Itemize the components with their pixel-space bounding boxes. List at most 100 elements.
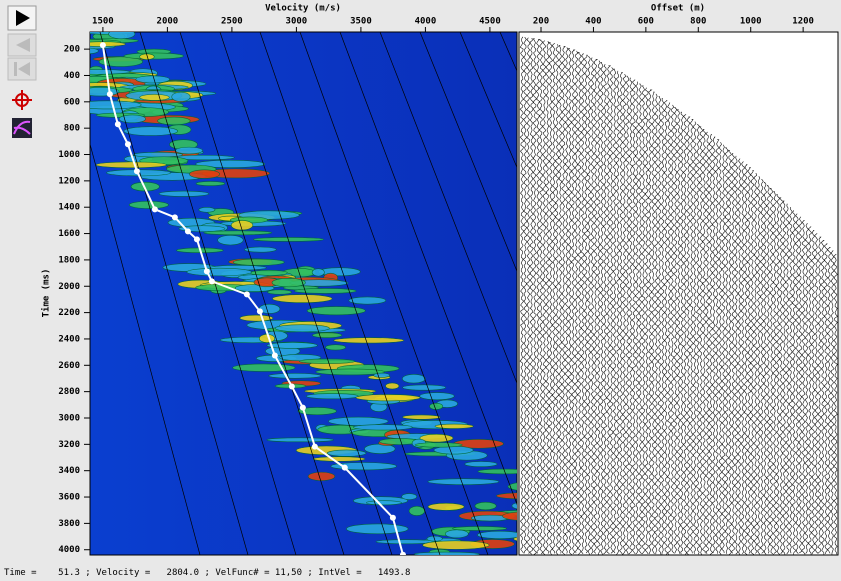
semblance-blob bbox=[415, 443, 462, 448]
semblance-blob bbox=[349, 297, 386, 304]
semblance-blob bbox=[308, 472, 335, 481]
status-bar: Time = 51.3 ; Velocity = 2804.0 ; VelFun… bbox=[4, 568, 410, 578]
offset-axis-title: Offset (m) bbox=[651, 4, 705, 14]
time-tick-label: 400 bbox=[64, 71, 80, 81]
velocity-pick bbox=[185, 228, 191, 234]
semblance-blob bbox=[402, 374, 425, 383]
semblance-blob bbox=[366, 501, 401, 505]
semblance-blob bbox=[259, 334, 274, 342]
semblance-blob bbox=[428, 503, 464, 510]
semblance-blob bbox=[453, 526, 507, 530]
semblance-blob bbox=[430, 403, 443, 409]
semblance-blob bbox=[445, 530, 468, 538]
semblance-blob bbox=[402, 415, 440, 419]
velocity-pick bbox=[244, 291, 250, 297]
semblance-blob bbox=[187, 268, 252, 276]
velocity-tick-label: 1500 bbox=[92, 17, 114, 27]
semblance-blob bbox=[240, 315, 273, 321]
semblance-blob bbox=[231, 220, 253, 230]
semblance-blob bbox=[420, 393, 455, 400]
time-tick-label: 3800 bbox=[58, 519, 80, 529]
time-tick-label: 2200 bbox=[58, 308, 80, 318]
semblance-blob bbox=[96, 162, 166, 168]
semblance-blob bbox=[196, 181, 225, 185]
velocity-pick bbox=[209, 278, 215, 284]
semblance-blob bbox=[218, 235, 244, 245]
time-tick-label: 1600 bbox=[58, 229, 80, 239]
semblance-blob bbox=[312, 333, 342, 338]
time-tick-label: 2000 bbox=[58, 282, 80, 292]
velocity-pick bbox=[204, 268, 210, 274]
app-window: Velocity (m/s) Offset (m) Time (ms) 200 4… bbox=[0, 0, 841, 581]
semblance-blob bbox=[402, 494, 417, 500]
semblance-blob bbox=[158, 117, 191, 125]
semblance-blob bbox=[318, 268, 360, 276]
offset-tick-label: 800 bbox=[690, 17, 706, 27]
time-tick-label: 3200 bbox=[58, 440, 80, 450]
semblance-blob bbox=[272, 295, 332, 303]
velocity-pick bbox=[257, 308, 263, 314]
velocity-pick bbox=[134, 168, 140, 174]
velocity-pick bbox=[152, 206, 158, 212]
semblance-blob bbox=[313, 457, 365, 462]
velocity-axis-title: Velocity (m/s) bbox=[265, 3, 341, 14]
semblance-blob bbox=[409, 506, 425, 515]
offset-tick-label: 1200 bbox=[792, 17, 814, 27]
time-tick-label: 1000 bbox=[58, 150, 80, 160]
time-tick-label: 2600 bbox=[58, 361, 80, 371]
semblance-blob bbox=[475, 502, 496, 510]
time-tick-label: 600 bbox=[64, 97, 80, 107]
semblance-blob bbox=[299, 359, 355, 364]
velocity-pick bbox=[172, 214, 178, 220]
semblance-blob bbox=[346, 524, 408, 534]
velocity-pick bbox=[312, 444, 318, 450]
semblance-blob bbox=[175, 147, 202, 154]
semblance-blob bbox=[312, 269, 324, 276]
semblance-blob bbox=[402, 385, 445, 390]
time-tick-label: 1800 bbox=[58, 255, 80, 265]
velocity-pick bbox=[300, 405, 306, 411]
semblance-blob bbox=[465, 461, 497, 466]
semblance-blob bbox=[267, 290, 291, 294]
velocity-pick bbox=[390, 515, 396, 521]
semblance-blob bbox=[119, 115, 146, 123]
velocity-pick bbox=[107, 91, 113, 97]
semblance-blob bbox=[199, 207, 215, 212]
velocity-pick bbox=[272, 353, 278, 359]
semblance-blob bbox=[327, 450, 366, 456]
semblance-blob bbox=[244, 247, 276, 252]
velocity-tick-label: 3500 bbox=[350, 17, 372, 27]
velocity-tick-label: 4500 bbox=[479, 17, 501, 27]
time-tick-label: 200 bbox=[64, 45, 80, 55]
semblance-blob bbox=[306, 394, 358, 399]
semblance-blob bbox=[334, 338, 404, 343]
time-tick-label: 3600 bbox=[58, 493, 80, 503]
semblance-blob bbox=[353, 425, 412, 431]
toolbar bbox=[8, 6, 36, 138]
velocity-pick bbox=[342, 465, 348, 471]
semblance-blob bbox=[423, 541, 490, 550]
semblance-blob bbox=[233, 259, 284, 265]
time-tick-label: 2800 bbox=[58, 387, 80, 397]
velocity-pick bbox=[125, 141, 131, 147]
velocity-pick bbox=[194, 236, 200, 242]
semblance-blob bbox=[159, 191, 209, 196]
semblance-blob bbox=[356, 394, 420, 400]
semblance-blob bbox=[133, 152, 182, 157]
semblance-blob bbox=[267, 342, 318, 348]
semblance-blob bbox=[189, 170, 219, 179]
velocity-tick-label: 2500 bbox=[221, 17, 243, 27]
semblance-blob bbox=[172, 92, 190, 101]
offset-tick-label: 200 bbox=[533, 17, 549, 27]
velocity-tick-label: 4000 bbox=[415, 17, 437, 27]
time-tick-label: 2400 bbox=[58, 334, 80, 344]
time-tick-label: 3400 bbox=[58, 466, 80, 476]
offset-tick-label: 400 bbox=[585, 17, 601, 27]
semblance-blob bbox=[233, 364, 295, 372]
semblance-blob bbox=[385, 383, 398, 389]
time-tick-label: 4000 bbox=[58, 545, 80, 555]
velocity-pick bbox=[115, 121, 121, 127]
time-axis-title: Time (ms) bbox=[41, 269, 52, 318]
velocity-tick-label: 2000 bbox=[157, 17, 179, 27]
time-tick-label: 1400 bbox=[58, 203, 80, 213]
